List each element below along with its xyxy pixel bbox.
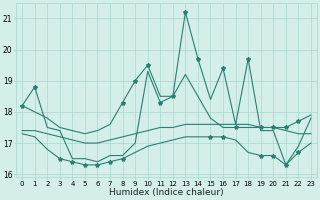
X-axis label: Humidex (Indice chaleur): Humidex (Indice chaleur) [109,188,224,197]
